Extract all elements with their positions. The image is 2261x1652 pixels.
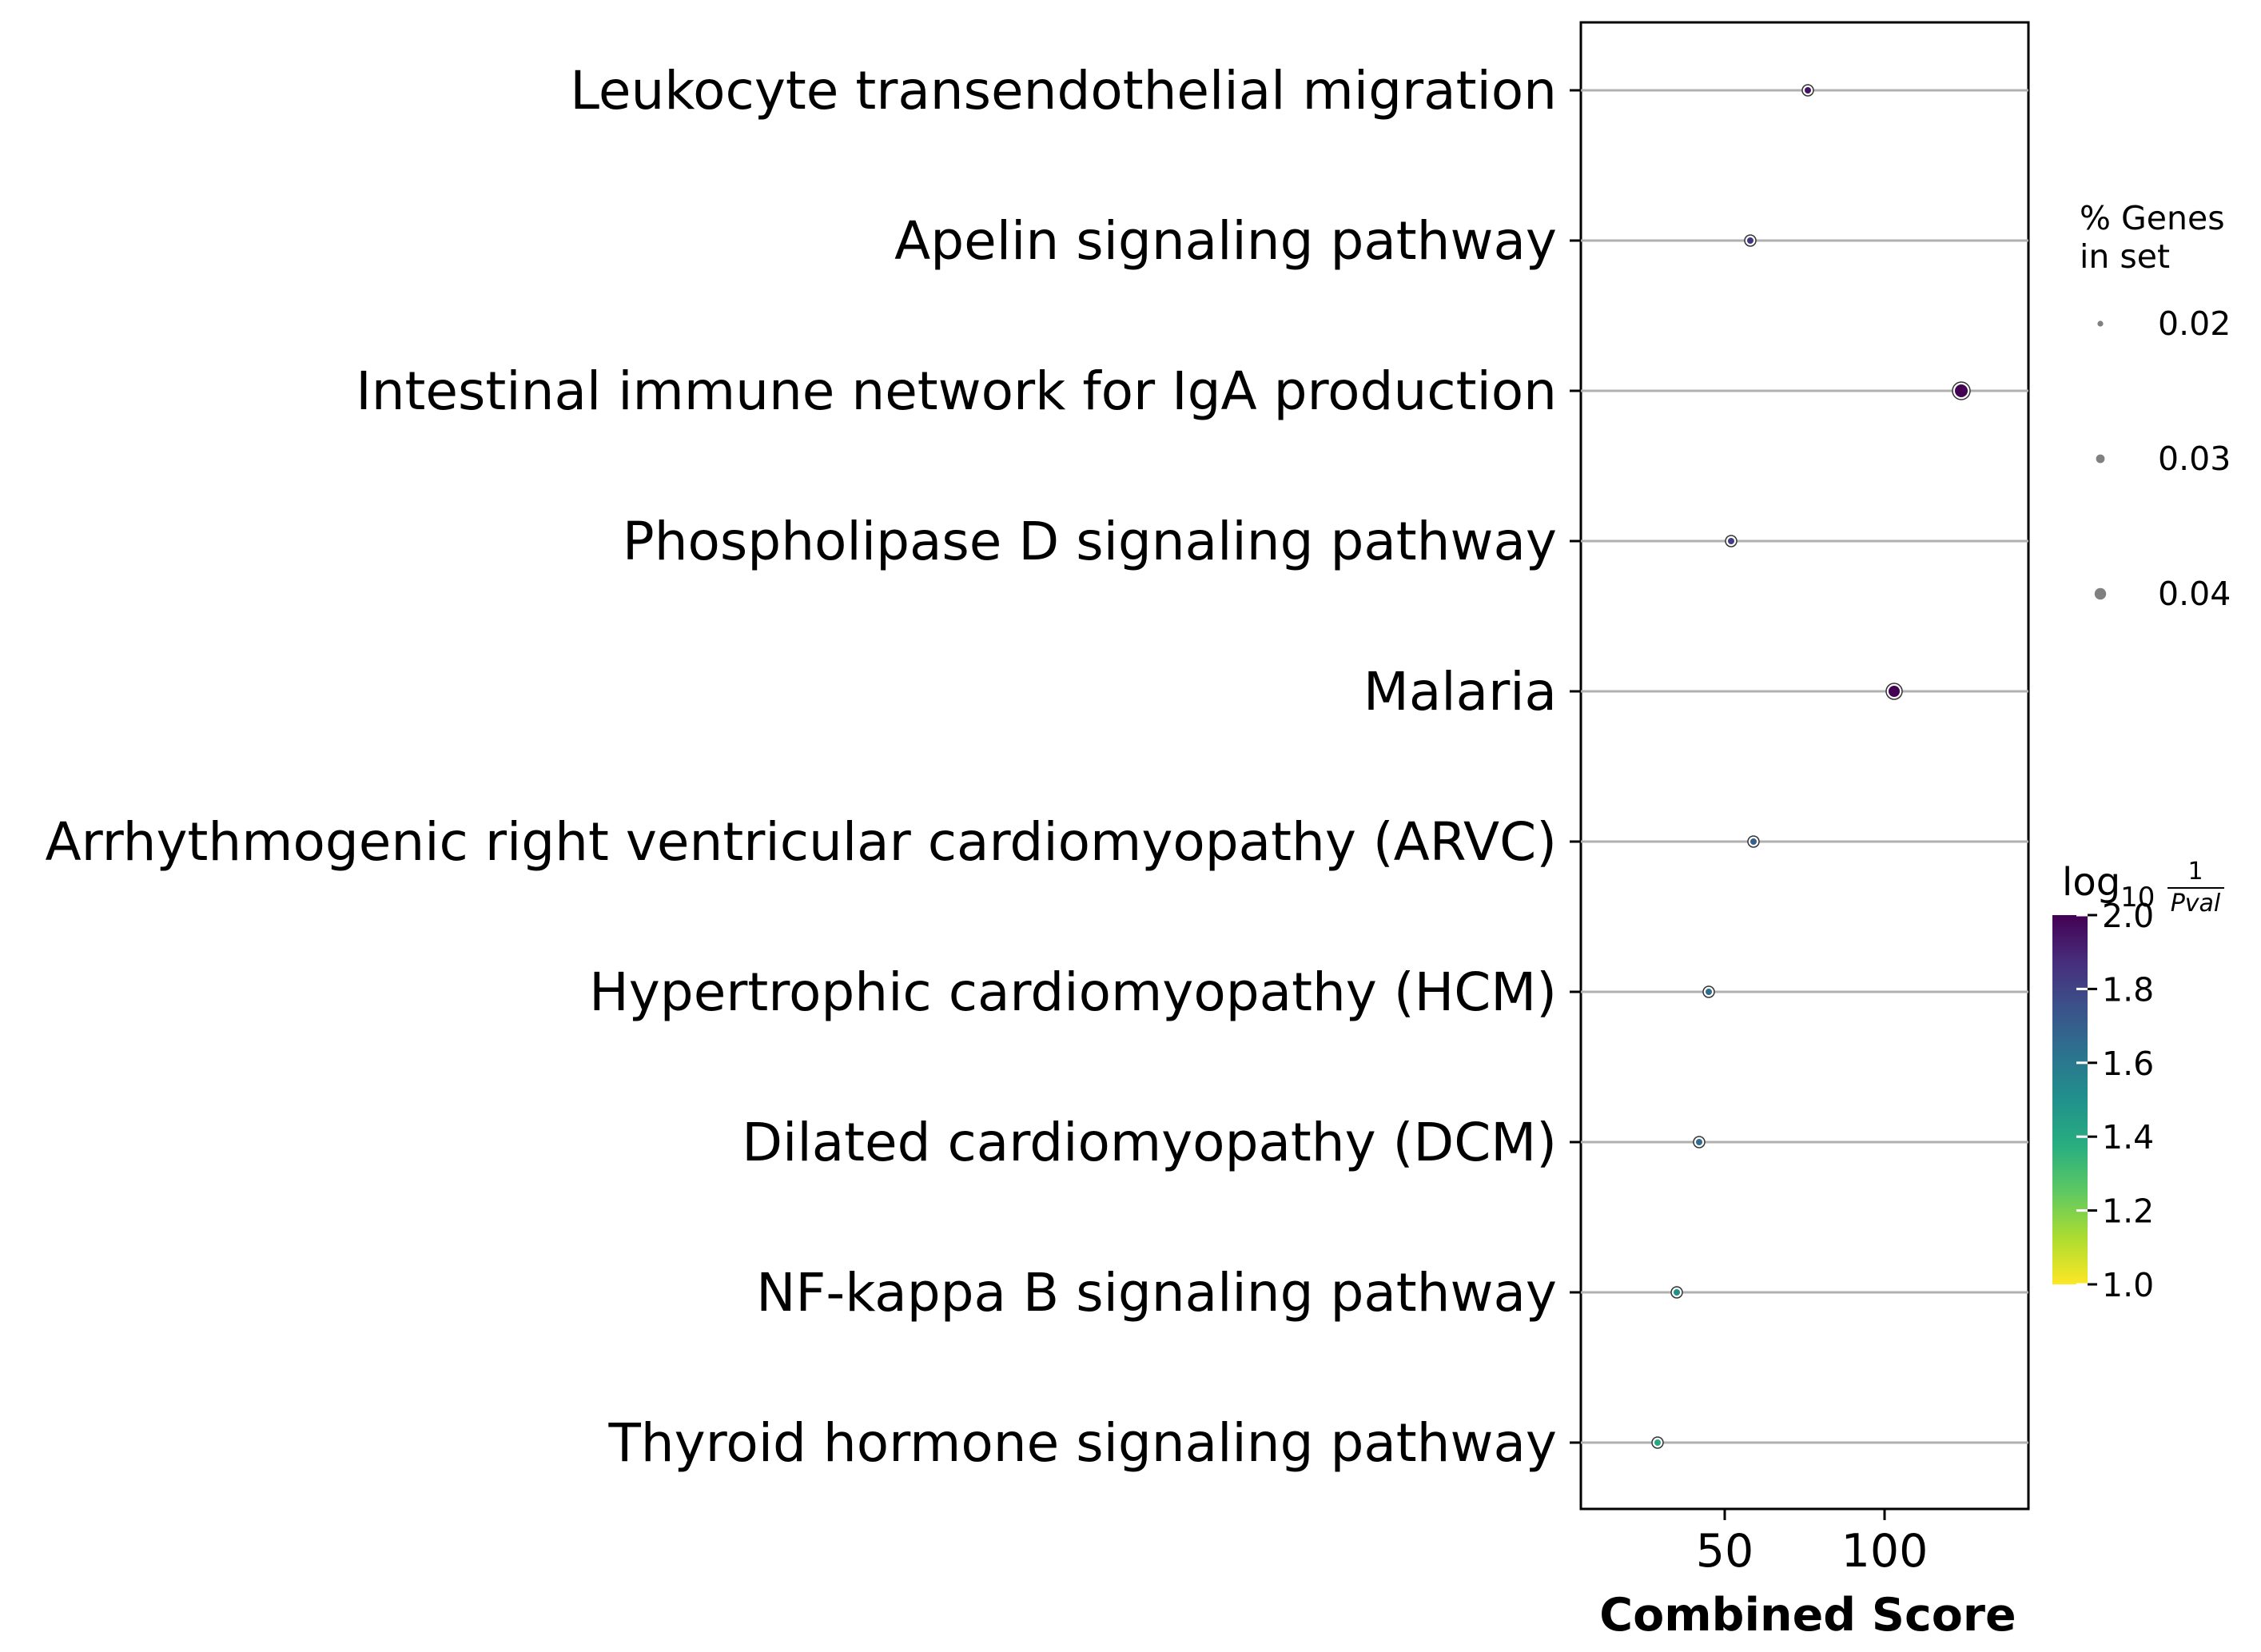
category-label: Intestinal immune network for IgA produc…	[356, 360, 1557, 422]
data-point	[1728, 538, 1734, 544]
size-legend-title-line-1: % Genes	[2080, 199, 2225, 237]
size-legend-title-line-2: in set	[2080, 237, 2170, 276]
colorbar-tick-label: 2.0	[2102, 897, 2154, 935]
data-point	[1750, 838, 1757, 845]
category-label: Arrhythmogenic right ventricular cardiom…	[46, 811, 1557, 873]
category-label: Leukocyte transendothelial migration	[570, 60, 1557, 121]
category-label: Hypertrophic cardiomyopathy (HCM)	[589, 961, 1557, 1023]
data-point	[1889, 686, 1900, 697]
x-axis: 50 100	[1696, 1509, 1929, 1578]
category-label: Apelin signaling pathway	[894, 210, 1557, 272]
colorbar-tick-label: 1.8	[2102, 970, 2154, 1009]
data-point	[1747, 237, 1753, 244]
data-point	[1805, 87, 1811, 94]
data-point	[1955, 384, 1968, 397]
data-point	[1706, 989, 1712, 995]
category-label: Dilated cardiomyopathy (DCM)	[742, 1112, 1557, 1173]
size-legend-label: 0.03	[2158, 440, 2231, 478]
category-label: Malaria	[1363, 661, 1557, 723]
colorbar-tick-label: 1.4	[2102, 1118, 2154, 1156]
colorbar-title-numerator: 1	[2187, 858, 2203, 886]
size-legend-marker	[2097, 320, 2104, 327]
colorbar-tick-label: 1.0	[2102, 1266, 2154, 1304]
colorbar-gradient	[2052, 915, 2088, 1284]
colorbar-tick-label: 1.2	[2102, 1192, 2154, 1231]
category-label: Phospholipase D signaling pathway	[623, 511, 1557, 572]
colorbar: log10 1 Pval 2.0 1.8 1.6 1.4 1.2 1.0	[2052, 858, 2224, 1304]
category-label: NF-kappa B signaling pathway	[756, 1262, 1557, 1324]
plot-frame	[1579, 21, 2030, 1511]
size-legend-label: 0.02	[2158, 305, 2231, 343]
colorbar-title-denominator: Pval	[2171, 890, 2221, 918]
plot-area	[1570, 21, 2030, 1511]
size-legend-marker	[2094, 587, 2107, 600]
colorbar-title: log10	[2062, 860, 2155, 914]
size-legend-marker	[2096, 454, 2105, 464]
x-axis-title: Combined Score	[1599, 1589, 2016, 1642]
data-point	[1674, 1289, 1680, 1296]
category-labels: Leukocyte transendothelial migration Apel…	[46, 60, 1557, 1474]
size-legend: % Genes in set 0.02 0.03 0.04	[2080, 199, 2231, 613]
x-tick-label: 100	[1841, 1525, 1929, 1578]
size-legend-label: 0.04	[2158, 575, 2231, 613]
category-label: Thyroid hormone signaling pathway	[607, 1412, 1557, 1474]
data-point	[1696, 1139, 1702, 1145]
x-tick-label: 50	[1696, 1525, 1754, 1578]
colorbar-tick-label: 1.6	[2102, 1045, 2154, 1083]
data-point	[1654, 1439, 1661, 1446]
points-layer	[1651, 84, 1971, 1449]
